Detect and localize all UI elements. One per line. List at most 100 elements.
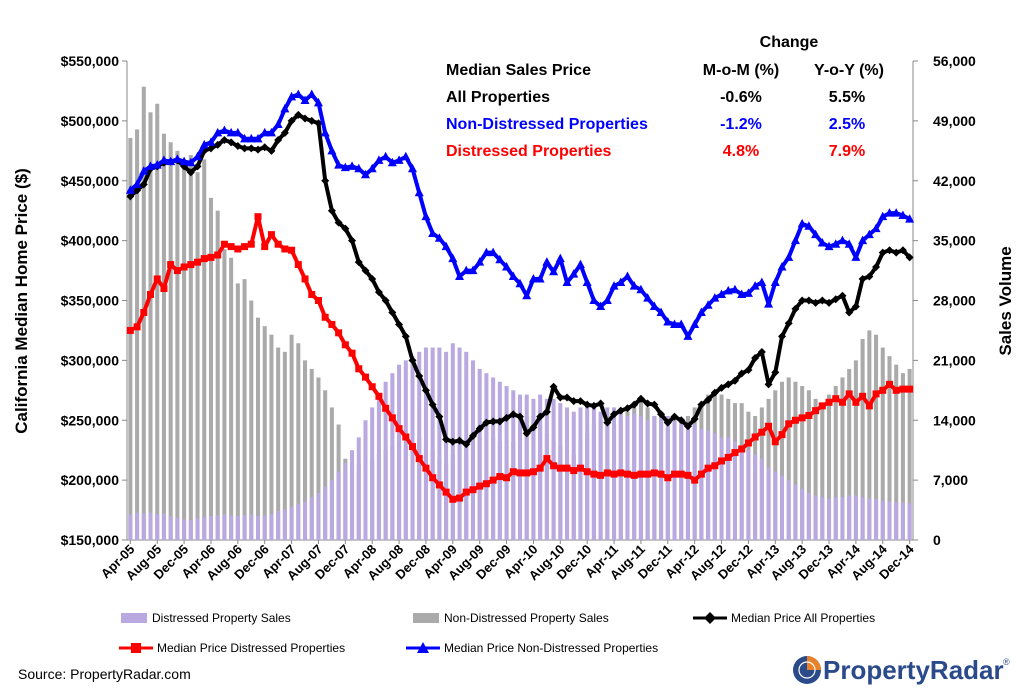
point-all-price (663, 418, 672, 427)
point-all-price (764, 380, 773, 389)
radar-sweep-icon (807, 656, 821, 670)
non-distressed-sales-bar (175, 150, 180, 540)
row-nondistressed-label: Non-Distressed Properties (446, 116, 648, 133)
distressed-sales-bar (484, 373, 489, 540)
point-distressed-price (865, 402, 873, 410)
point-distressed-price (516, 469, 524, 477)
distressed-sales-bar (350, 450, 355, 540)
point-distressed-price (845, 390, 853, 398)
row-distressed-mom: 4.8% (723, 143, 759, 160)
point-non-distressed-price (723, 285, 733, 295)
point-all-price (536, 412, 545, 421)
y-left-tick-label: $550,000 (61, 53, 120, 69)
point-non-distressed-price (824, 241, 834, 251)
point-distressed-price (671, 470, 679, 478)
point-distressed-price (415, 455, 423, 463)
distressed-sales-bar (900, 502, 905, 540)
point-distressed-price (543, 455, 551, 463)
point-distressed-price (147, 291, 155, 299)
point-all-price (455, 436, 464, 445)
distressed-sales-bar (202, 516, 207, 540)
non-distressed-sales-bar (128, 137, 133, 540)
distressed-sales-bar (739, 445, 744, 540)
point-distressed-price (885, 380, 893, 388)
non-distressed-sales-bar (195, 172, 200, 541)
point-distressed-price (583, 468, 591, 476)
table-header-yoy: Y-o-Y (%) (814, 62, 884, 79)
point-distressed-price (630, 471, 638, 479)
non-distressed-sales-bar (806, 390, 811, 540)
distressed-sales-bar (746, 450, 751, 540)
point-distressed-price (899, 385, 907, 393)
point-all-price (697, 400, 706, 409)
non-distressed-sales-bar (316, 377, 321, 540)
point-non-distressed-price (387, 157, 397, 167)
point-distressed-price (718, 457, 726, 465)
point-distressed-price (697, 470, 705, 478)
point-non-distressed-price (817, 238, 827, 247)
point-distressed-price (301, 275, 309, 283)
point-non-distressed-price (864, 229, 874, 239)
point-distressed-price (435, 481, 443, 489)
price-lines (125, 89, 915, 503)
non-distressed-sales-bar (229, 257, 234, 540)
distressed-sales-bar (195, 518, 200, 540)
point-distressed-price (254, 213, 262, 221)
distressed-sales-bar (880, 500, 885, 540)
distressed-sales-bar (215, 515, 220, 540)
point-all-price (267, 146, 276, 155)
point-distressed-price (133, 323, 141, 331)
point-distressed-price (167, 261, 175, 269)
point-distressed-price (724, 453, 732, 461)
point-distressed-price (644, 470, 652, 478)
distressed-sales-bar (867, 498, 872, 540)
point-distressed-price (731, 449, 739, 457)
point-non-distressed-price (589, 295, 599, 304)
distressed-sales-bar (793, 484, 798, 540)
point-distressed-price (314, 297, 322, 304)
point-all-price (690, 415, 699, 424)
distressed-sales-bar (269, 514, 274, 540)
point-all-price (126, 192, 135, 201)
point-non-distressed-price (327, 145, 337, 155)
distressed-sales-bar (491, 377, 496, 540)
point-distressed-price (765, 422, 773, 430)
non-distressed-sales-bar (242, 279, 247, 540)
point-distressed-price (529, 468, 537, 476)
point-distressed-price (469, 486, 477, 494)
point-distressed-price (180, 263, 188, 271)
point-distressed-price (187, 261, 195, 269)
non-distressed-sales-bar (161, 133, 166, 540)
distressed-sales-bar (652, 415, 657, 540)
non-distressed-sales-bar (309, 368, 314, 540)
point-all-price (213, 140, 222, 149)
point-non-distressed-price (582, 277, 592, 287)
non-distressed-sales-bar (773, 390, 778, 540)
point-distressed-price (664, 474, 672, 482)
point-distressed-price (906, 385, 914, 393)
point-all-price (341, 224, 350, 233)
distressed-sales-bar (571, 411, 576, 540)
distressed-sales-bar (323, 486, 328, 540)
distressed-sales-bar (135, 512, 140, 540)
point-non-distressed-price (226, 127, 236, 137)
point-distressed-price (704, 464, 712, 472)
non-distressed-sales-bar (168, 142, 173, 541)
non-distressed-sales-bar (262, 326, 267, 540)
non-distressed-sales-bar (820, 403, 825, 540)
point-non-distressed-price (266, 127, 276, 137)
point-non-distressed-price (481, 247, 491, 257)
distressed-sales-bar (625, 415, 630, 540)
non-distressed-sales-bar (276, 347, 281, 540)
point-all-price (502, 413, 511, 422)
point-distressed-price (556, 464, 564, 472)
point-all-price (408, 356, 417, 365)
point-all-price (233, 142, 242, 151)
distressed-sales-bar (282, 509, 287, 540)
point-distressed-price (623, 470, 631, 478)
point-all-price (818, 296, 827, 305)
distressed-sales-bar (182, 519, 187, 540)
y-left-tick-label: $450,000 (61, 173, 120, 189)
point-distressed-price (738, 445, 746, 453)
point-all-price (872, 262, 881, 271)
